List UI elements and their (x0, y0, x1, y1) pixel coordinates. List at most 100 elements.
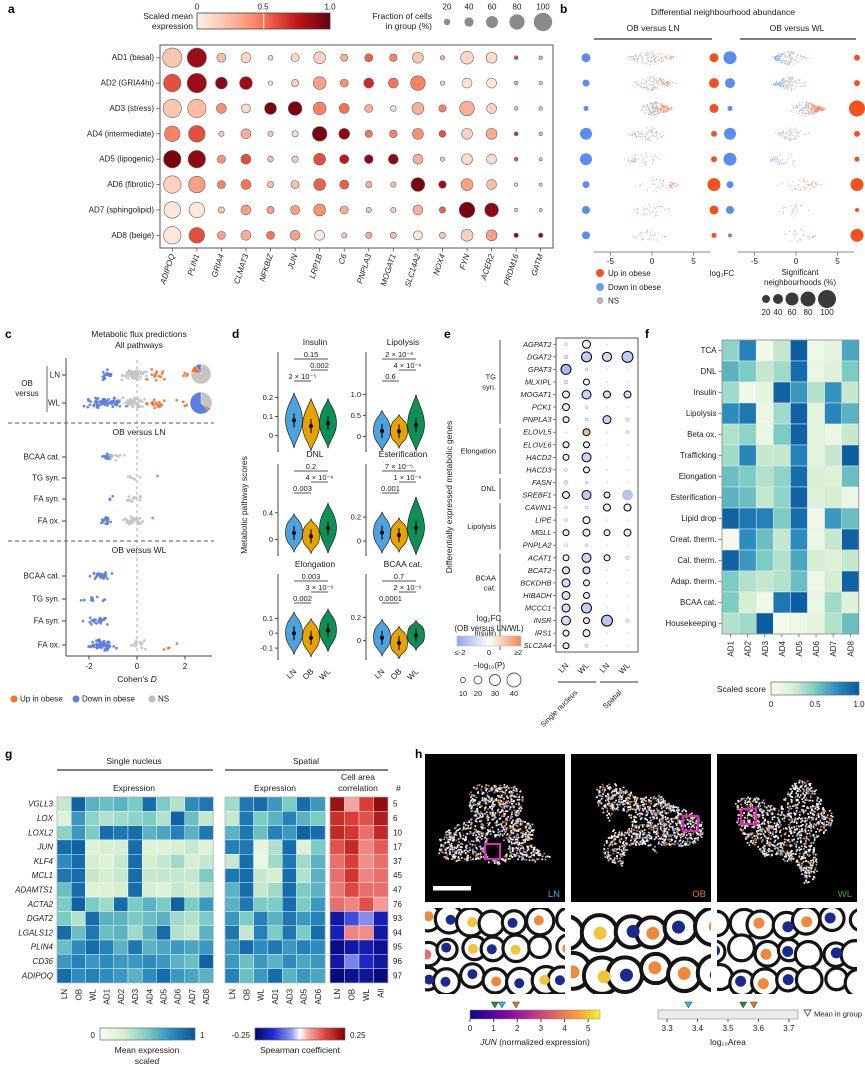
svg-text:97: 97 (393, 971, 402, 980)
svg-text:BCAT2: BCAT2 (528, 566, 552, 575)
svg-text:WL: WL (48, 399, 61, 408)
svg-text:Lipolysis: Lipolysis (686, 409, 717, 418)
svg-text:FYN: FYN (458, 253, 472, 271)
violin-subplot-lipolysis: Lipolysis 0 0.5 1.0 2 × 10⁻³ 4 × 10⁻⁶ 0.6 (351, 337, 425, 452)
svg-text:OB versus WL: OB versus WL (770, 23, 825, 33)
svg-text:2: 2 (183, 662, 188, 671)
zoom-cells-1 (571, 908, 711, 994)
svg-text:0.25: 0.25 (350, 1031, 366, 1040)
svg-text:FA syn.: FA syn. (34, 495, 60, 504)
svg-text:WL: WL (617, 661, 632, 676)
svg-text:LN: LN (598, 661, 612, 675)
svg-text:LIPE: LIPE (535, 516, 552, 525)
svg-text:AD2 (GRIA4hi): AD2 (GRIA4hi) (101, 79, 155, 88)
violin-subplot-elongation: Elongation -0.1 0 0.1 0.003 3 × 10⁻⁶ 0.002 LN OB… (260, 559, 337, 682)
svg-text:0: 0 (487, 648, 491, 657)
svg-text:0: 0 (357, 636, 361, 645)
svg-text:0: 0 (135, 662, 140, 671)
svg-text:Cell area: Cell area (341, 772, 375, 782)
tissue-image-ob: OB (571, 754, 711, 902)
svg-text:20: 20 (474, 689, 482, 698)
svg-text:HACD2: HACD2 (526, 453, 552, 462)
svg-text:LN: LN (333, 989, 342, 999)
svg-text:93: 93 (393, 914, 402, 923)
svg-text:AD4: AD4 (778, 640, 787, 656)
svg-text:Housekeeping: Housekeeping (665, 619, 716, 628)
svg-text:BCAA cat.: BCAA cat. (680, 598, 716, 607)
svg-text:FASN: FASN (532, 478, 552, 487)
svg-text:0.2: 0.2 (306, 462, 316, 471)
svg-text:GATM: GATM (530, 253, 546, 278)
svg-text:5: 5 (393, 800, 398, 809)
svg-text:DNL: DNL (700, 367, 717, 376)
panel-f: TCA DNL Insulin Lipolysis Beta ox. Traffickin… (665, 339, 865, 709)
svg-text:AD5: AD5 (160, 988, 169, 1004)
svg-text:AD3: AD3 (131, 988, 140, 1004)
svg-text:OB: OB (242, 989, 251, 1001)
svg-text:BCAA cat.: BCAA cat. (24, 453, 60, 462)
svg-text:in group (%): in group (%) (386, 21, 432, 31)
svg-text:1: 1 (200, 1031, 205, 1040)
svg-text:LN: LN (557, 661, 571, 675)
svg-text:0.5: 0.5 (809, 700, 821, 709)
svg-text:Insulin: Insulin (303, 337, 328, 347)
svg-text:Up in obese: Up in obese (20, 695, 63, 704)
svg-text:All: All (377, 989, 386, 998)
svg-text:0.2: 0.2 (263, 393, 273, 402)
svg-text:AD5: AD5 (300, 988, 309, 1004)
svg-text:2 × 10⁻⁶: 2 × 10⁻⁶ (393, 583, 421, 592)
svg-text:20: 20 (762, 308, 771, 317)
svg-text:Lipid drop: Lipid drop (681, 514, 717, 523)
mean-in-group-note: Mean in group (803, 1010, 862, 1019)
svg-text:0.4: 0.4 (263, 508, 273, 517)
svg-text:AD5: AD5 (795, 640, 804, 656)
svg-text:1.0: 1.0 (853, 700, 865, 709)
svg-text:LRP1B: LRP1B (308, 252, 325, 280)
svg-text:Elongation: Elongation (295, 559, 335, 569)
svg-text:expression: expression (152, 21, 193, 31)
svg-text:AD3 (stress): AD3 (stress) (110, 104, 155, 113)
svg-text:94: 94 (393, 928, 402, 937)
svg-text:60: 60 (788, 308, 797, 317)
svg-text:Elongation: Elongation (461, 447, 496, 456)
panel-label-a: a (8, 2, 15, 16)
svg-text:WL: WL (318, 667, 333, 682)
svg-text:AD2: AD2 (744, 640, 753, 656)
svg-text:TG: TG (486, 372, 497, 381)
svg-text:0.1: 0.1 (263, 412, 273, 421)
panel-label-b: b (560, 2, 568, 16)
svg-text:10: 10 (393, 828, 402, 837)
svg-text:AD1: AD1 (271, 988, 280, 1004)
svg-text:Fraction of cells: Fraction of cells (372, 11, 432, 21)
svg-text:AD6: AD6 (174, 988, 183, 1004)
dot-expression-matrix: AD1 (basal) AD2 (GRIA4hi) AD3 (stress) AD4 … (87, 44, 554, 288)
svg-text:C6: C6 (337, 252, 349, 265)
svg-text:JUN: JUN (36, 843, 53, 852)
violin-subplot-dnl: DNL 0 0.4 0.2 4 × 10⁻⁶ 0.003 (263, 449, 337, 556)
svg-text:-5: -5 (607, 257, 615, 266)
svg-text:AD8: AD8 (846, 640, 855, 656)
svg-text:0.002: 0.002 (293, 594, 312, 603)
panel-label-c: c (5, 327, 12, 341)
svg-text:Expression: Expression (254, 783, 296, 793)
svg-text:AD6: AD6 (812, 640, 821, 656)
svg-text:KLF4: KLF4 (34, 857, 54, 866)
svg-text:Differential neighbourhood abu: Differential neighbourhood abundance (651, 7, 795, 17)
svg-text:Differentially expressed metab: Differentially expressed metabolic genes (444, 421, 454, 573)
svg-text:6: 6 (393, 814, 398, 823)
svg-text:Elongation: Elongation (679, 472, 717, 481)
svg-text:LN: LN (50, 371, 60, 380)
svg-text:60: 60 (488, 3, 497, 12)
svg-text:0.5: 0.5 (257, 3, 269, 12)
svg-text:CLMAT3: CLMAT3 (232, 252, 250, 285)
svg-text:DNL: DNL (306, 449, 323, 459)
svg-text:Esterification: Esterification (379, 449, 428, 459)
svg-text:-0.1: -0.1 (260, 644, 273, 653)
